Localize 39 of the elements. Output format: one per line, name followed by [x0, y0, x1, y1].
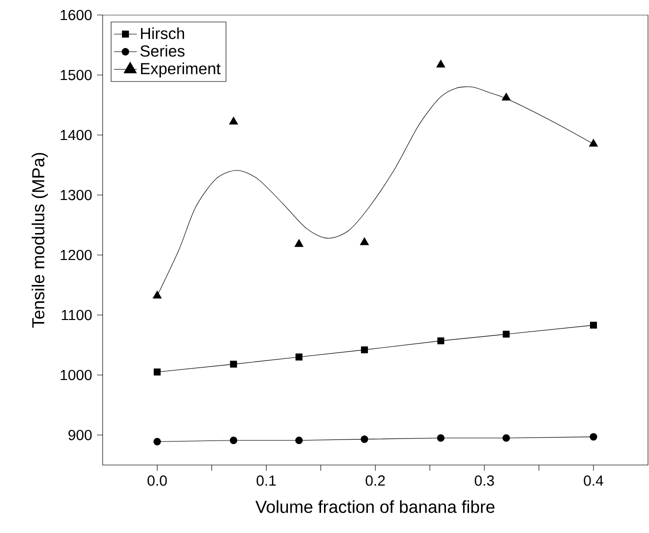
- point: [589, 138, 598, 147]
- point: [437, 337, 444, 344]
- y-tick-label: 1600: [60, 10, 92, 20]
- y-tick-label: 1400: [60, 130, 92, 140]
- legend-label: Hirsch: [141, 27, 184, 40]
- point: [229, 116, 238, 124]
- legend-label: Series: [140, 44, 185, 57]
- point: [154, 368, 161, 376]
- y-tick-label: 900: [68, 430, 92, 440]
- point: [230, 360, 238, 368]
- point: [502, 434, 510, 442]
- point: [590, 433, 598, 441]
- point: [360, 346, 368, 354]
- x-tick-label: 0.0: [148, 475, 167, 486]
- point: [360, 237, 369, 246]
- point: [502, 330, 510, 338]
- point: [294, 239, 304, 247]
- point: [295, 436, 303, 444]
- point: [502, 92, 511, 100]
- point: [436, 60, 446, 68]
- y-axis-title: Tensile modulus (MPa): [32, 152, 48, 328]
- y-tick-label: 1200: [60, 250, 92, 260]
- y-tick-label: 1300: [60, 190, 92, 200]
- point: [230, 436, 238, 444]
- y-tick-label: 1500: [60, 70, 92, 80]
- x-tick-label: 0.1: [256, 475, 276, 486]
- y-tick-label: 1000: [60, 370, 92, 380]
- y-tick-label: 1100: [62, 310, 92, 320]
- point: [437, 434, 445, 442]
- x-tick-label: 0.3: [474, 475, 494, 486]
- point: [360, 435, 368, 443]
- x-tick-label: 0.4: [584, 475, 604, 486]
- point: [153, 438, 161, 446]
- x-tick-label: 0.2: [366, 475, 385, 486]
- legend-label: Experiment: [141, 62, 221, 78]
- x-axis-title: Volume fraction of banana fibre: [255, 500, 494, 513]
- point: [152, 290, 162, 298]
- point: [590, 322, 597, 329]
- point: [296, 354, 302, 360]
